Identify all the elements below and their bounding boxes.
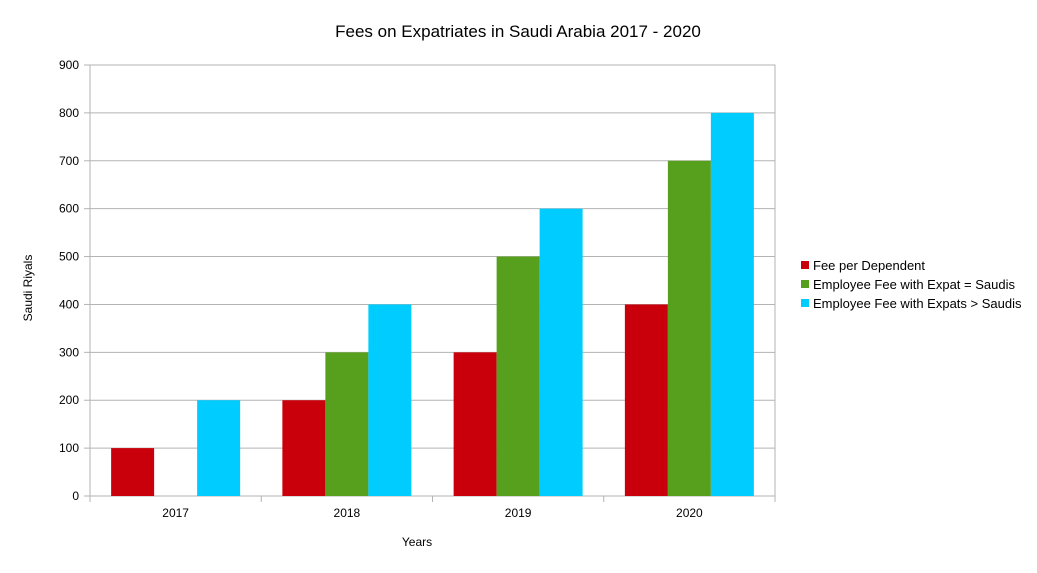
legend-swatch <box>801 261 809 269</box>
y-tick-label: 300 <box>59 345 79 359</box>
bar <box>368 304 412 496</box>
legend: Fee per Dependent Employee Fee with Expat… <box>801 258 1022 311</box>
bar <box>667 160 711 496</box>
bar <box>496 256 540 496</box>
y-tick-label: 400 <box>59 297 79 311</box>
y-axis-label: Saudi Riyals <box>21 255 35 322</box>
bar <box>453 352 497 496</box>
y-tick-label: 900 <box>59 58 79 72</box>
legend-swatch <box>801 280 809 288</box>
axes: 0 100 200 300 400 500 600 700 800 900 2017 2018 2019… <box>59 58 776 520</box>
legend-label: Employee Fee with Expats > Saudis <box>813 296 1022 311</box>
x-tick-label: 2020 <box>676 506 703 520</box>
legend-swatch <box>801 299 809 307</box>
bar <box>111 448 155 496</box>
bars <box>111 112 754 496</box>
x-axis-label: Years <box>402 535 432 549</box>
legend-label: Employee Fee with Expat = Saudis <box>813 277 1015 292</box>
y-tick-label: 800 <box>59 106 79 120</box>
x-tick-label: 2019 <box>505 506 532 520</box>
y-tick-label: 700 <box>59 154 79 168</box>
bar <box>325 352 369 496</box>
bar <box>710 112 754 496</box>
chart-title: Fees on Expatriates in Saudi Arabia 2017… <box>335 22 701 41</box>
x-tick-label: 2017 <box>162 506 189 520</box>
legend-label: Fee per Dependent <box>813 258 925 273</box>
x-tick-label: 2018 <box>334 506 361 520</box>
bar <box>282 400 326 496</box>
bar <box>624 304 668 496</box>
y-tick-label: 200 <box>59 393 79 407</box>
bar <box>197 400 241 496</box>
y-tick-label: 100 <box>59 441 79 455</box>
y-tick-label: 0 <box>72 489 79 503</box>
y-tick-label: 500 <box>59 250 79 264</box>
y-tick-label: 600 <box>59 202 79 216</box>
bar <box>539 208 583 496</box>
